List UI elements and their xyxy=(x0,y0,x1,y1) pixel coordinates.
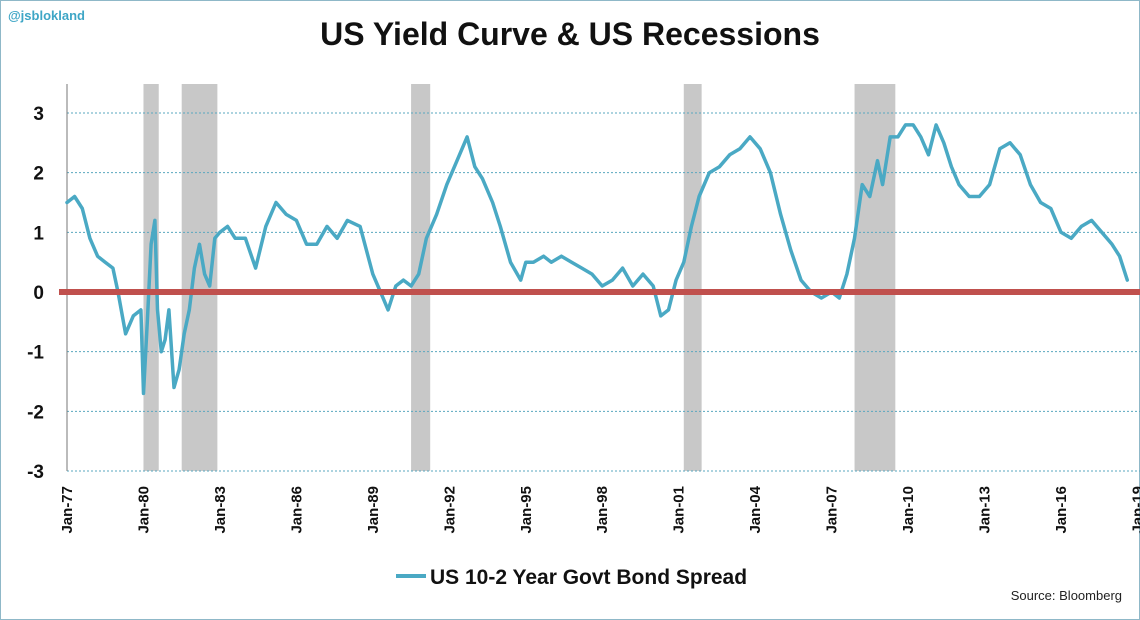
x-tick-label: Jan-10 xyxy=(900,486,917,534)
x-tick-label: Jan-07 xyxy=(824,486,841,534)
x-tick-label: Jan-86 xyxy=(288,486,305,534)
source-note: Source: Bloomberg xyxy=(1010,588,1122,603)
y-tick-label: -1 xyxy=(27,343,44,364)
x-tick-label: Jan-92 xyxy=(441,486,458,534)
author-handle: @jsblokland xyxy=(8,8,85,23)
x-tick-label: Jan-98 xyxy=(594,486,611,534)
y-tick-label: 0 xyxy=(33,283,44,304)
y-tick-label: -2 xyxy=(27,402,44,423)
y-tick-label: 2 xyxy=(33,164,44,185)
x-tick-label: Jan-16 xyxy=(1053,486,1070,534)
legend-label: US 10-2 Year Govt Bond Spread xyxy=(430,566,747,589)
recession-band xyxy=(683,84,702,471)
x-tick-label: Jan-04 xyxy=(747,485,764,533)
y-tick-label: 1 xyxy=(33,223,44,244)
x-tick-label: Jan-80 xyxy=(136,486,153,534)
recession-band xyxy=(411,84,431,471)
x-tick-label: Jan-95 xyxy=(518,486,535,534)
x-tick-label: Jan-19 xyxy=(1130,486,1140,534)
x-tick-label: Jan-01 xyxy=(671,486,688,534)
x-tick-label: Jan-83 xyxy=(212,486,229,534)
y-tick-label: -3 xyxy=(27,462,44,483)
x-tick-label: Jan-77 xyxy=(59,486,76,534)
y-tick-label: 3 xyxy=(33,104,44,125)
x-tick-label: Jan-89 xyxy=(365,486,382,534)
chart-title: US Yield Curve & US Recessions xyxy=(320,16,820,52)
spread-line xyxy=(65,123,1130,396)
x-tick-label: Jan-13 xyxy=(977,486,994,534)
